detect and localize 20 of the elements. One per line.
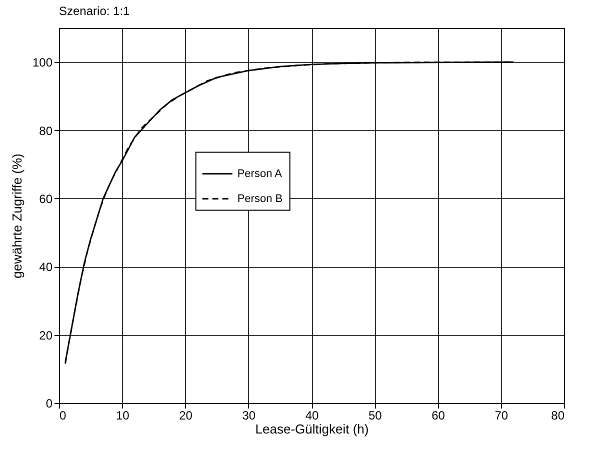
x-tick-label: 20 bbox=[179, 408, 193, 422]
chart-title: Szenario: 1:1 bbox=[59, 4, 130, 18]
y-tick-label: 60 bbox=[39, 192, 53, 206]
x-tick-label: 30 bbox=[242, 408, 256, 422]
x-tick-label: 70 bbox=[494, 408, 508, 422]
y-axis-title: gewährte Zugriffe (%) bbox=[9, 154, 24, 278]
legend-label: Person A bbox=[237, 168, 283, 180]
x-tick-label: 0 bbox=[60, 408, 66, 422]
y-tick-label: 80 bbox=[39, 124, 53, 138]
y-tick-label: 0 bbox=[46, 396, 53, 410]
y-tick-label: 100 bbox=[32, 56, 53, 70]
y-tick-label: 20 bbox=[39, 328, 53, 342]
y-tick-label: 40 bbox=[39, 260, 53, 274]
x-tick-label: 60 bbox=[432, 408, 446, 422]
x-tick-label: 40 bbox=[305, 408, 319, 422]
x-axis-title: Lease-Gültigkeit (h) bbox=[255, 422, 369, 436]
x-tick-label: 50 bbox=[368, 408, 382, 422]
legend-label: Person B bbox=[237, 192, 283, 205]
x-tick-label: 10 bbox=[116, 408, 130, 422]
x-tick-label: 80 bbox=[551, 408, 565, 422]
